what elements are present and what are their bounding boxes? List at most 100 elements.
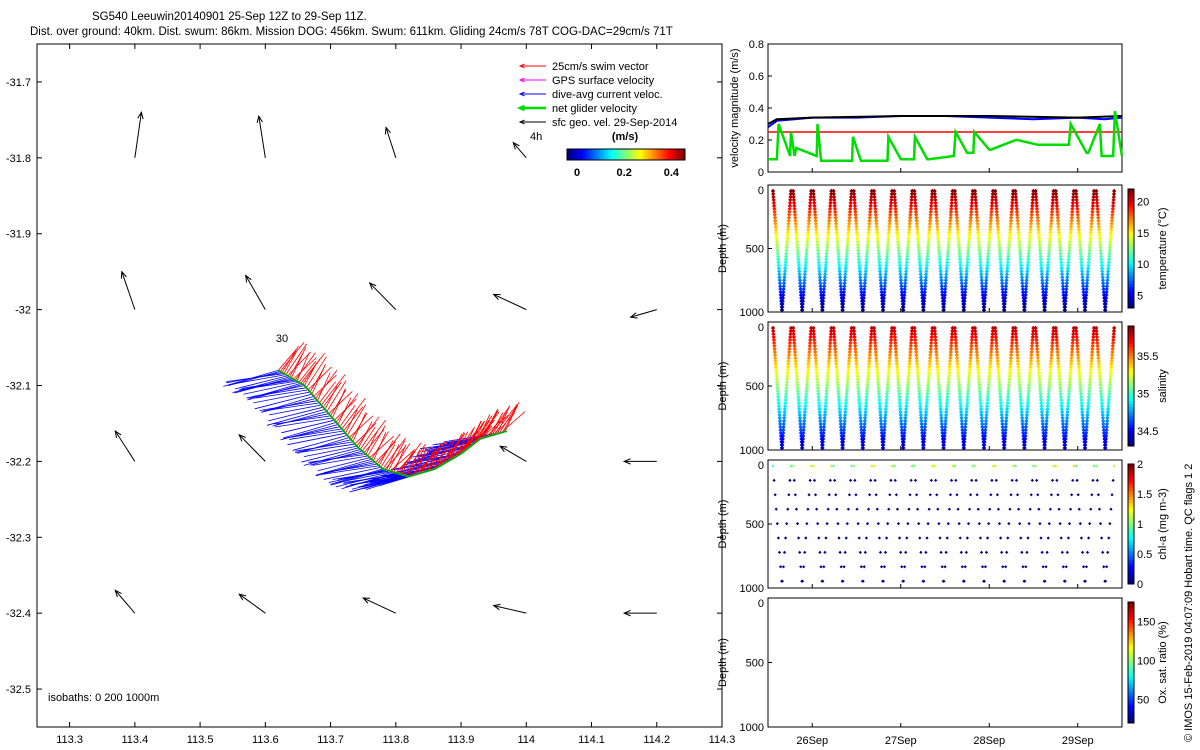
velocity-series-net (768, 111, 1124, 163)
chla-point (1096, 493, 1100, 497)
chla-point (1043, 579, 1047, 583)
salinity-point (842, 418, 847, 424)
chla-point (819, 565, 823, 569)
temperature-point (858, 275, 863, 280)
temperature-point (1041, 289, 1046, 295)
salinity-point (823, 397, 829, 403)
salinity-point (1091, 334, 1096, 340)
temperature-point (1106, 257, 1112, 262)
salinity-point (823, 403, 828, 409)
temperature-point (1044, 275, 1050, 280)
salinity-point (815, 379, 820, 385)
oxygen-colorbar-cell (1128, 620, 1134, 624)
salinity-point (859, 430, 864, 436)
swim-vector (360, 427, 376, 450)
temperature-point (986, 242, 992, 247)
salinity-point (771, 331, 776, 337)
temperature-point (805, 230, 811, 235)
salinity-point (997, 382, 1002, 388)
salinity-point (924, 397, 930, 403)
chla-point (1057, 507, 1061, 511)
salinity-point (979, 409, 984, 415)
salinity-point (771, 340, 777, 346)
oxygen-colorbar-cell (1128, 689, 1134, 694)
salinity-point (1085, 406, 1091, 412)
legend-label: dive-avg current veloc. (552, 89, 663, 101)
map-colorbar-cell (582, 149, 586, 160)
chla-point (1061, 565, 1065, 569)
temperature-point (1016, 236, 1022, 241)
salinity-point (887, 352, 893, 358)
salinity-point (879, 424, 884, 430)
temperature-point (816, 260, 821, 265)
salinity-point (943, 412, 949, 418)
salinity-point (1034, 337, 1039, 343)
temperature-point (1026, 257, 1031, 262)
salinity-point (973, 331, 978, 337)
temperature-point (981, 307, 987, 313)
salinity-point (1088, 370, 1093, 376)
salinity-point (874, 355, 879, 361)
salinity-point (846, 364, 851, 370)
salinity-point (994, 349, 1000, 355)
temperature-point (782, 266, 788, 271)
chla-point (1055, 478, 1059, 482)
temperature-point (794, 233, 799, 238)
salinity-point (968, 355, 973, 361)
chla-colorbar-cell (1128, 539, 1134, 543)
salinity-point (923, 412, 929, 418)
chla-point (1026, 536, 1030, 540)
chla-point (1011, 464, 1015, 468)
dac-vector (307, 453, 367, 463)
salinity-point (1003, 424, 1008, 430)
temperature-point (947, 224, 953, 229)
temperature-point (1015, 212, 1020, 217)
temperature-point (797, 269, 802, 274)
dac-vector (287, 432, 346, 446)
temperature-point (775, 251, 780, 256)
temperature-point (970, 194, 975, 200)
salinity-point (929, 337, 934, 343)
salinity-point (935, 370, 941, 376)
temperature-point (932, 188, 937, 194)
temperature-point (814, 227, 819, 232)
temperature-point (771, 200, 777, 206)
temperature-point (941, 307, 946, 313)
temperature-point (780, 298, 785, 304)
salinity-point (1088, 367, 1094, 373)
temperature-point (797, 272, 802, 277)
temperature-point (808, 200, 813, 206)
salinity-point (836, 388, 841, 394)
salinity-point (777, 412, 782, 418)
salinity-point (1028, 361, 1033, 367)
salinity-colorbar-cell (1128, 434, 1134, 438)
oxygen-colorbar-cell (1128, 710, 1134, 715)
salinity-point (916, 382, 921, 388)
chla-point (1024, 565, 1028, 569)
temperature-point (821, 289, 826, 295)
temperature-point (976, 242, 982, 247)
temperature-point (907, 215, 913, 220)
salinity-point (878, 409, 883, 415)
temperature-point (853, 215, 859, 220)
dac-vector (312, 455, 368, 466)
temperature-point (925, 257, 930, 262)
salinity-point (886, 367, 892, 373)
salinity-point (843, 406, 848, 412)
salinity-point (1004, 418, 1009, 424)
temperature-point (907, 227, 912, 232)
salinity-point (786, 358, 791, 364)
salinity-point (1016, 367, 1021, 373)
chla-point (912, 464, 916, 468)
salinity-point (782, 412, 787, 418)
temperature-colorbar-tick: 5 (1137, 290, 1143, 302)
salinity-point (1090, 343, 1095, 349)
salinity-point (1020, 427, 1026, 433)
temperature-point (798, 286, 803, 292)
salinity-point (846, 370, 851, 376)
salinity-colorbar-cell (1128, 416, 1134, 420)
salinity-point (988, 355, 993, 361)
temperature-point (947, 233, 952, 238)
temperature-point (1087, 239, 1093, 244)
temperature-point (1018, 257, 1023, 262)
